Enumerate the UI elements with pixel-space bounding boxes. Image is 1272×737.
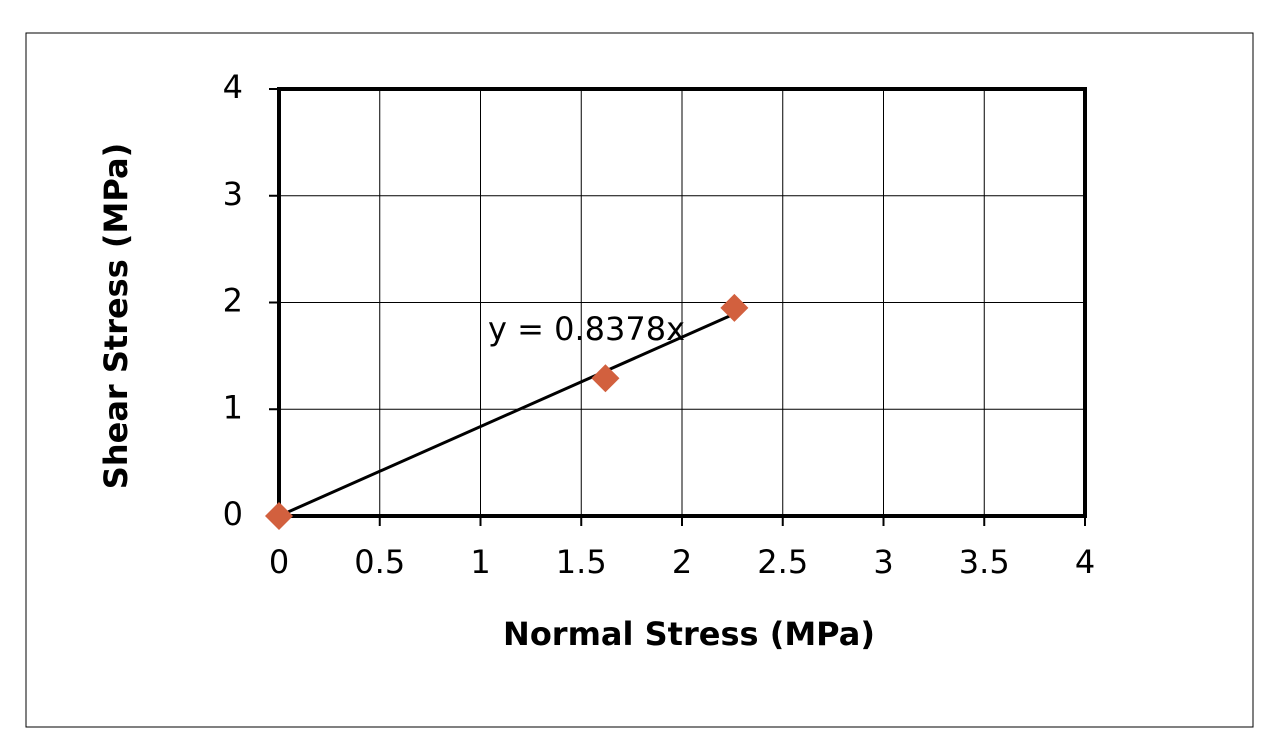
x-tick-label: 0.5 (354, 543, 405, 581)
y-axis-title: Shear Stress (MPa) (97, 143, 135, 489)
x-tick-label: 1 (470, 543, 490, 581)
x-tick-label: 0 (269, 543, 289, 581)
y-tick-label: 4 (223, 68, 243, 106)
y-tick-label: 3 (223, 175, 243, 213)
x-tick-label: 2 (672, 543, 692, 581)
x-tick-label: 1.5 (556, 543, 607, 581)
chart-frame (25, 32, 1254, 728)
trendline-label: y = 0.8378x (488, 310, 685, 348)
trendline (278, 312, 735, 518)
plot-frame (277, 87, 1087, 518)
x-tick-label: 4 (1075, 543, 1095, 581)
x-axis-title: Normal Stress (MPa) (503, 615, 875, 653)
point (591, 364, 620, 393)
y-tick-label: 2 (223, 282, 243, 320)
point (265, 502, 293, 530)
y-tick-label: 1 (223, 388, 243, 426)
x-tick-label: 2.5 (757, 543, 808, 581)
x-tick-label: 3.5 (959, 543, 1010, 581)
y-tick-label: 0 (223, 495, 243, 533)
point (720, 293, 749, 322)
x-tick-label: 3 (873, 543, 893, 581)
